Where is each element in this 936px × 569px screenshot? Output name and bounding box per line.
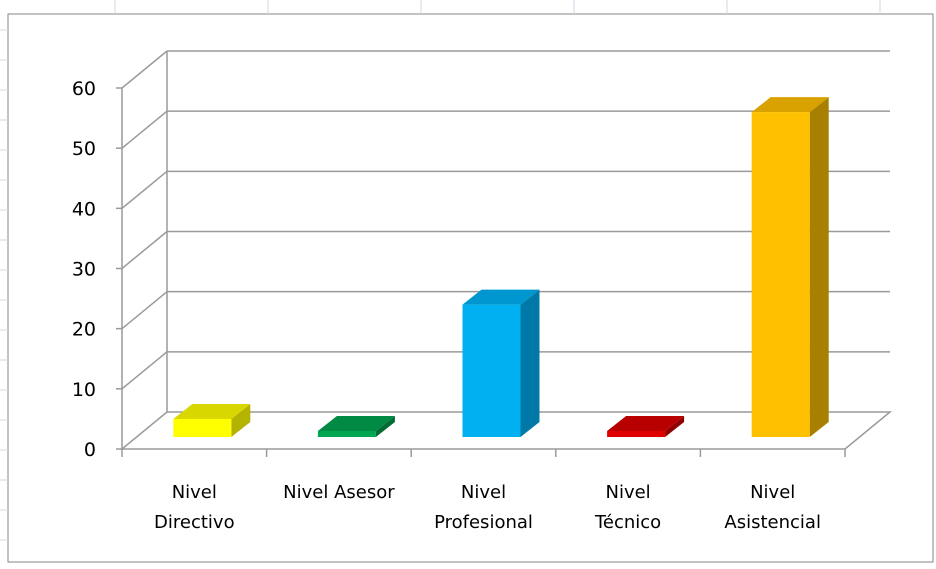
x-tick-label-line: Técnico	[594, 512, 661, 533]
y-tick-label: 50	[72, 138, 96, 160]
x-tick-label: Nivel Profesional	[434, 482, 533, 533]
chart-border	[7, 13, 934, 563]
gridline-side	[121, 351, 168, 390]
x-tick-label-line: Nivel	[750, 482, 795, 503]
bar	[173, 403, 251, 437]
x-tick-label-line: Nivel	[605, 482, 650, 503]
y-tick-label: 10	[72, 379, 96, 401]
bar-top	[462, 289, 540, 305]
bar-side	[375, 415, 395, 437]
bar-front	[173, 418, 232, 437]
y-tick-label: 40	[72, 198, 96, 220]
bar-side	[231, 403, 251, 437]
bar-front	[462, 304, 521, 437]
bar	[607, 415, 685, 437]
y-tick-label: 30	[72, 259, 96, 281]
x-tick-label: Nivel Técnico	[594, 482, 661, 533]
bar-side	[520, 289, 540, 437]
x-tick-label-line: Directivo	[154, 512, 235, 533]
x-tick-label-line: Nivel	[461, 482, 506, 503]
gridline-side	[121, 110, 168, 149]
x-tick-label-line: Profesional	[434, 512, 533, 533]
bar-front	[317, 430, 376, 437]
x-tick-label: Nivel Asistencial	[724, 482, 821, 533]
x-tick-label-line: Asistencial	[724, 512, 821, 533]
bar-side	[809, 97, 829, 437]
bar-top	[317, 415, 395, 431]
bar-top	[173, 403, 251, 419]
gridline-side	[121, 291, 168, 330]
bar-front	[607, 430, 666, 437]
gridline-side	[121, 170, 168, 209]
bar-top	[751, 97, 829, 113]
bar	[751, 97, 829, 437]
y-tick-label: 60	[72, 78, 96, 100]
x-tick-label: Nivel Directivo	[154, 482, 235, 533]
y-tick-label: 0	[84, 439, 96, 461]
gridline-side	[121, 50, 168, 89]
x-tick-label-line: Nivel Asesor	[283, 482, 395, 503]
x-tick-label: Nivel Asesor	[283, 482, 395, 503]
bar-top	[607, 415, 685, 431]
bar-side	[665, 415, 685, 437]
x-tick-label-line: Nivel	[172, 482, 217, 503]
y-tick-label: 20	[72, 319, 96, 341]
bars	[121, 97, 846, 457]
x-axis-labels: Nivel Directivo Nivel Asesor Nivel Profesion…	[154, 482, 821, 533]
bar	[317, 415, 395, 437]
bar-front	[751, 112, 810, 437]
y-axis-ticks: 0 10 20 30 40 50 60	[72, 78, 122, 461]
gridline-side	[121, 230, 168, 270]
bar	[462, 289, 540, 437]
